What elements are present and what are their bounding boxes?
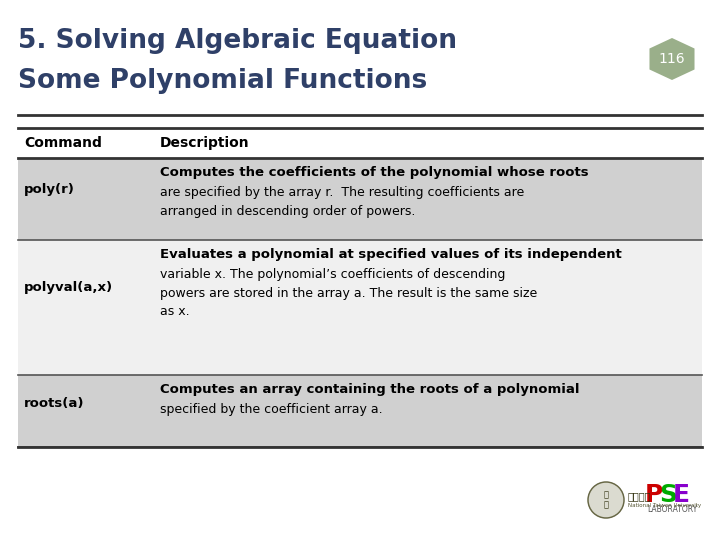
Text: are specified by the array r.  The resulting coefficients are
arranged in descen: are specified by the array r. The result… (160, 186, 524, 218)
Text: National Taiwan University: National Taiwan University (628, 503, 701, 509)
Bar (18, 240, 702, 375)
Text: 臺
大: 臺 大 (603, 490, 608, 510)
Text: variable x. The polynomial’s coefficients of descending
powers are stored in the: variable x. The polynomial’s coefficient… (160, 268, 537, 318)
Text: 5. Solving Algebraic Equation: 5. Solving Algebraic Equation (18, 28, 457, 54)
Text: Description: Description (160, 136, 250, 150)
Text: Computes the coefficients of the polynomial whose roots: Computes the coefficients of the polynom… (160, 166, 589, 179)
Bar (18, 375, 702, 447)
Bar (18, 158, 702, 240)
Text: S: S (659, 483, 677, 507)
Text: poly(r): poly(r) (24, 183, 75, 195)
Polygon shape (649, 38, 695, 80)
Text: polyval(a,x): polyval(a,x) (24, 280, 113, 294)
Circle shape (588, 482, 624, 518)
Text: E: E (673, 483, 690, 507)
Text: Command: Command (24, 136, 102, 150)
Text: LABORATORY: LABORATORY (647, 504, 697, 514)
Text: Evaluates a polynomial at specified values of its independent: Evaluates a polynomial at specified valu… (160, 248, 622, 261)
Text: specified by the coefficient array a.: specified by the coefficient array a. (160, 403, 382, 416)
Text: 116: 116 (659, 52, 685, 66)
Text: roots(a): roots(a) (24, 396, 84, 410)
Text: P: P (645, 483, 663, 507)
Text: Some Polynomial Functions: Some Polynomial Functions (18, 68, 427, 94)
Text: 老夯大學: 老夯大學 (628, 491, 652, 501)
Text: Computes an array containing the roots of a polynomial: Computes an array containing the roots o… (160, 383, 580, 396)
